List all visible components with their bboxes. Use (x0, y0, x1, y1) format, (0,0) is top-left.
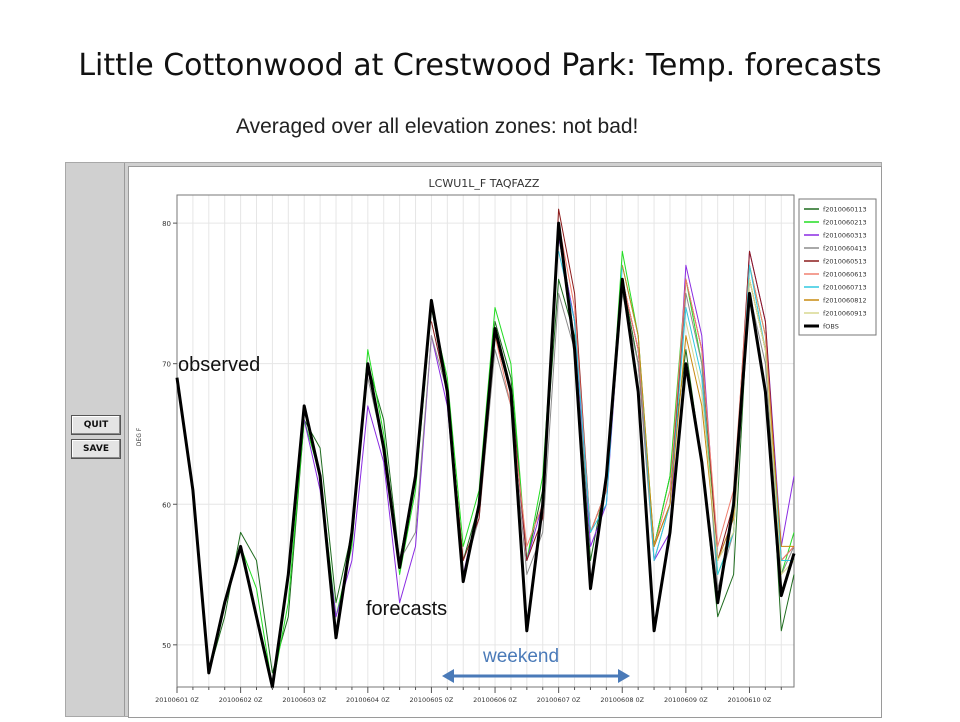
x-tick-label: 20100609 0Z (664, 696, 708, 704)
plot-area: LCWU1L_F TAQFAZZ 50 60 70 80 20100601 0Z 2010… (128, 166, 882, 718)
app-window: QUIT SAVE LCWU1L_F TAQFAZZ 50 60 70 80 20100… (65, 162, 882, 718)
y-tick-label: 70 (162, 361, 171, 369)
y-tick-label: 80 (162, 220, 171, 228)
series-line-f2010060313 (303, 236, 795, 618)
x-tick-label: 20100610 0Z (728, 696, 772, 704)
x-tick-label: 20100603 0Z (282, 696, 326, 704)
legend-label: f2010060613 (823, 271, 867, 279)
series-lines (175, 208, 796, 689)
legend-label: f2010060913 (823, 310, 867, 318)
x-tick-label: 20100602 0Z (219, 696, 263, 704)
weekend-annotation: weekend (483, 646, 560, 667)
slide-title: Little Cottonwood at Crestwood Park: Tem… (78, 48, 882, 83)
legend-label: fOBS (823, 323, 839, 331)
control-panel: QUIT SAVE (66, 163, 125, 716)
plot-frame (176, 194, 795, 688)
save-button[interactable]: SAVE (71, 439, 121, 459)
series-line-f2010060713 (558, 251, 794, 575)
temperature-chart: LCWU1L_F TAQFAZZ 50 60 70 80 20100601 0Z 2010… (136, 177, 877, 704)
x-tick-label: 20100607 0Z (537, 696, 581, 704)
axes: 50 60 70 80 20100601 0Z 20100602 0Z 20100603 0… (155, 220, 782, 704)
y-axis-label: DEG F (136, 427, 143, 446)
y-tick-label: 50 (162, 642, 171, 650)
slide-subtitle: Averaged over all elevation zones: not b… (236, 115, 639, 138)
legend-label: f2010060213 (823, 219, 867, 227)
weekend-arrow (442, 669, 630, 683)
legend-label: f2010060413 (823, 245, 867, 253)
x-tick-label: 20100605 0Z (410, 696, 454, 704)
legend-label: f2010060313 (823, 232, 867, 240)
series-line-fOBS (175, 221, 796, 689)
x-tick-label: 20100606 0Z (473, 696, 517, 704)
legend-label: f2010060812 (823, 297, 867, 305)
forecasts-annotation: forecasts (366, 598, 448, 620)
quit-button[interactable]: QUIT (71, 415, 121, 435)
x-tick-label: 20100608 0Z (600, 696, 644, 704)
legend: f2010060113 f2010060213 f2010060313 f201006… (798, 198, 877, 336)
legend-label: f2010060113 (823, 206, 867, 214)
legend-label: f2010060713 (823, 284, 867, 292)
y-tick-label: 60 (162, 501, 171, 509)
observed-annotation: observed (178, 354, 261, 376)
x-tick-label: 20100601 0Z (155, 696, 199, 704)
chart-title: LCWU1L_F TAQFAZZ (429, 177, 540, 190)
legend-label: f2010060513 (823, 258, 867, 266)
x-tick-label: 20100604 0Z (346, 696, 390, 704)
